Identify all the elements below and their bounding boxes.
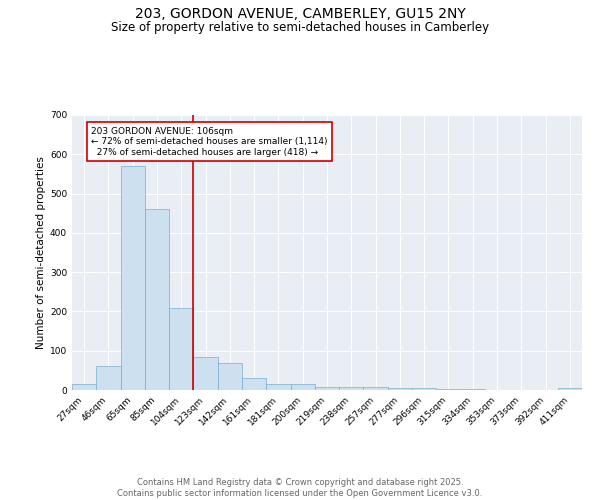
Bar xyxy=(364,387,388,390)
Y-axis label: Number of semi-detached properties: Number of semi-detached properties xyxy=(36,156,46,349)
Bar xyxy=(72,384,96,390)
Bar xyxy=(266,384,290,390)
Bar xyxy=(339,387,364,390)
Bar xyxy=(193,356,218,390)
Text: Size of property relative to semi-detached houses in Camberley: Size of property relative to semi-detach… xyxy=(111,21,489,34)
Bar xyxy=(290,384,315,390)
Bar xyxy=(315,387,339,390)
Bar xyxy=(388,388,412,390)
Bar xyxy=(558,388,582,390)
Bar xyxy=(121,166,145,390)
Bar xyxy=(169,308,193,390)
Bar xyxy=(412,388,436,390)
Bar xyxy=(461,389,485,390)
Bar xyxy=(242,378,266,390)
Text: 203, GORDON AVENUE, CAMBERLEY, GU15 2NY: 203, GORDON AVENUE, CAMBERLEY, GU15 2NY xyxy=(134,8,466,22)
Bar xyxy=(218,362,242,390)
Text: 203 GORDON AVENUE: 106sqm
← 72% of semi-detached houses are smaller (1,114)
  27: 203 GORDON AVENUE: 106sqm ← 72% of semi-… xyxy=(91,127,328,156)
Bar xyxy=(96,366,121,390)
Bar xyxy=(436,389,461,390)
Text: Contains HM Land Registry data © Crown copyright and database right 2025.
Contai: Contains HM Land Registry data © Crown c… xyxy=(118,478,482,498)
Bar xyxy=(145,210,169,390)
